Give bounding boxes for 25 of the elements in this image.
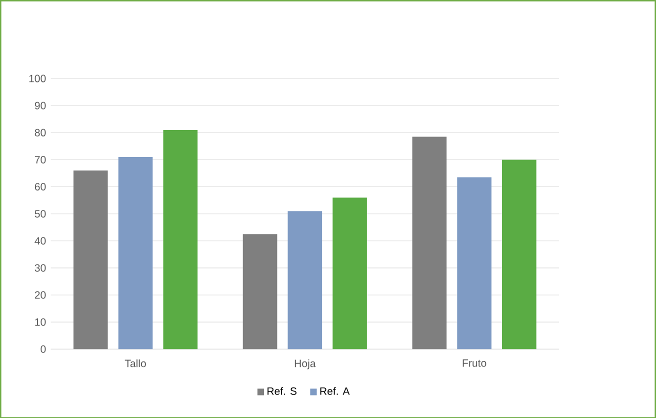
x-tick-label: Tallo	[124, 359, 146, 367]
y-tick-label: 30	[34, 264, 46, 272]
legend-label: Ref. S	[268, 386, 296, 395]
y-tick-label: 10	[35, 318, 46, 326]
y-tick-label: 100	[29, 74, 46, 82]
y-tick-label: 70	[34, 156, 46, 164]
x-tick-label: Hoja	[294, 359, 316, 370]
legend-label: Ref. A	[320, 386, 350, 395]
bar	[163, 130, 198, 349]
y-tick-label: 60	[34, 182, 46, 190]
bar	[332, 197, 367, 349]
y-tick-label: 80	[34, 128, 46, 136]
bar	[288, 210, 322, 349]
bar	[73, 170, 108, 349]
bar	[118, 156, 153, 349]
y-tick-label: 90	[34, 102, 46, 110]
y-tick-label: 20	[34, 291, 46, 299]
bar	[412, 136, 447, 349]
y-tick-label: 50	[34, 210, 46, 218]
bar	[502, 160, 536, 349]
x-tick-label: Fruto	[462, 359, 486, 367]
bar	[457, 177, 492, 349]
y-tick-label: 40	[34, 236, 46, 244]
bar	[242, 234, 278, 349]
y-tick-label: 0	[40, 345, 46, 353]
